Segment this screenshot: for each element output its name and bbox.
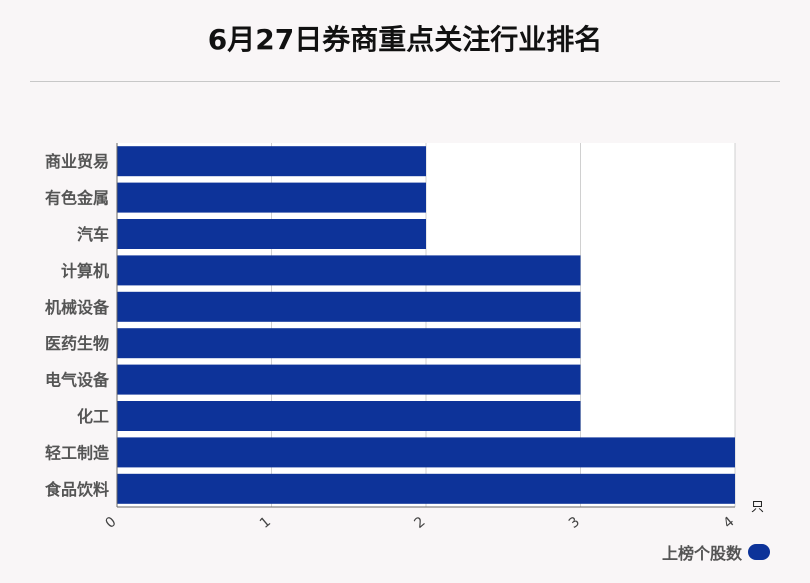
category-label-9: 食品饮料	[44, 480, 109, 499]
category-label-5: 医药生物	[45, 334, 109, 353]
legend[interactable]: 上榜个股数	[662, 540, 770, 564]
bar-5	[117, 328, 581, 359]
category-label-4: 机械设备	[45, 298, 110, 317]
category-label-8: 轻工制造	[45, 443, 110, 462]
category-label-7: 化工	[77, 407, 109, 426]
bar-0	[117, 146, 426, 177]
x-tick-label-4: 4	[720, 514, 737, 532]
category-label-0: 商业贸易	[45, 152, 109, 171]
bar-2	[117, 219, 426, 249]
legend-swatch	[748, 544, 770, 560]
bar-7	[117, 401, 581, 431]
bar-6	[117, 364, 581, 395]
category-label-6: 电气设备	[45, 371, 110, 390]
x-unit-label: 只	[751, 500, 764, 515]
bar-3	[117, 255, 581, 286]
x-tick-label-0: 0	[102, 514, 119, 532]
title-divider	[30, 81, 780, 82]
x-tick-label-3: 3	[566, 514, 583, 532]
chart-title: 6月27日券商重点关注行业排名	[207, 23, 603, 56]
x-tick-label-1: 1	[257, 514, 274, 532]
category-label-2: 汽车	[77, 225, 109, 244]
legend-label: 上榜个股数	[661, 544, 742, 563]
bar-4	[117, 291, 581, 322]
category-label-3: 计算机	[61, 261, 109, 280]
category-label-1: 有色金属	[45, 189, 109, 208]
bar-8	[117, 437, 735, 468]
bar-1	[117, 182, 426, 213]
x-tick-label-2: 2	[411, 514, 428, 532]
bar-9	[117, 473, 735, 504]
